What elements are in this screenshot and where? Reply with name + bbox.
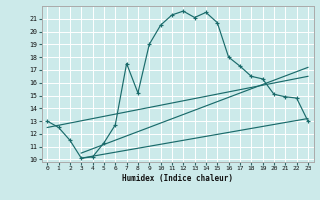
X-axis label: Humidex (Indice chaleur): Humidex (Indice chaleur) xyxy=(122,174,233,183)
